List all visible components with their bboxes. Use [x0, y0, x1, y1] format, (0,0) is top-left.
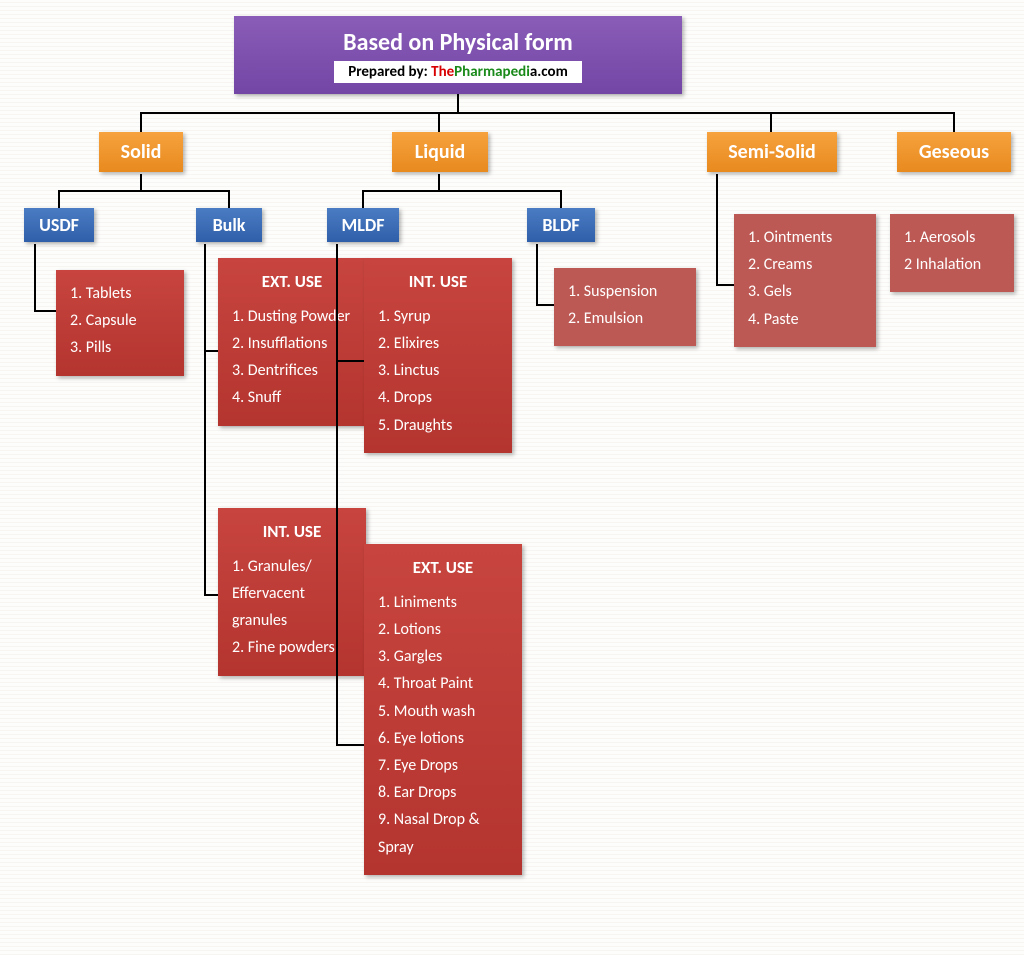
connector — [457, 94, 459, 112]
item: 9. Nasal Drop & Spray — [378, 806, 508, 860]
item: 1. Dusting Powder — [232, 303, 352, 330]
item: 2. Emulsion — [568, 305, 682, 332]
connector — [140, 112, 955, 114]
connector — [336, 360, 364, 362]
site-green: Pharmapedi — [454, 63, 530, 81]
item: 1. Suspension — [568, 278, 682, 305]
connector — [560, 190, 562, 208]
item: 6. Eye lotions — [378, 725, 508, 752]
panel-gaseous: 1. Aerosols 2 Inhalation — [890, 214, 1014, 292]
label: MLDF — [342, 214, 385, 236]
sub-mldf: MLDF — [327, 208, 399, 242]
label: Semi-Solid — [728, 140, 816, 164]
item: 4. Paste — [748, 306, 862, 333]
panel-mldf-int: INT. USE 1. Syrup 2. Elixires 3. Linctus… — [364, 258, 512, 453]
label: Bulk — [213, 214, 246, 236]
item: 5. Mouth wash — [378, 698, 508, 725]
root-node: Based on Physical form Prepared by: TheP… — [234, 16, 682, 94]
connector — [536, 304, 554, 306]
label: Geseous — [919, 140, 989, 164]
item: 3. Gargles — [378, 643, 508, 670]
item: 1. Syrup — [378, 303, 498, 330]
connector — [536, 244, 538, 304]
item: 2 Inhalation — [904, 251, 1000, 278]
item: 1. Liniments — [378, 589, 508, 616]
panel-title: INT. USE — [378, 268, 498, 297]
connector — [336, 244, 338, 744]
site-black: a.com — [530, 63, 568, 81]
panel-usdf: 1. Tablets 2. Capsule 3. Pills — [56, 270, 184, 376]
panel-title: INT. USE — [232, 518, 352, 547]
connector — [140, 174, 142, 190]
panel-bulk-int: INT. USE 1. Granules/ Effervacent granul… — [218, 508, 366, 676]
item: 1. Ointments — [748, 224, 862, 251]
item: 2. Creams — [748, 251, 862, 278]
connector — [204, 594, 218, 596]
connector — [716, 284, 734, 286]
sub-bldf: BLDF — [527, 208, 595, 242]
label: BLDF — [542, 214, 579, 236]
connector — [34, 244, 36, 310]
item: 1. Granules/ Effervacent granules — [232, 553, 352, 635]
connector — [204, 244, 206, 594]
item: 2. Lotions — [378, 616, 508, 643]
connector — [438, 174, 440, 190]
panel-bulk-ext: EXT. USE 1. Dusting Powder 2. Insufflati… — [218, 258, 366, 426]
connector — [140, 112, 142, 132]
panel-mldf-ext: EXT. USE 1. Liniments 2. Lotions 3. Garg… — [364, 544, 522, 875]
connector — [953, 112, 955, 132]
category-liquid: Liquid — [392, 132, 488, 172]
item: 4. Throat Paint — [378, 670, 508, 697]
connector — [34, 310, 56, 312]
panel-bldf: 1. Suspension 2. Emulsion — [554, 268, 696, 346]
category-semisolid: Semi-Solid — [707, 132, 837, 172]
category-solid: Solid — [99, 132, 183, 172]
label: Solid — [121, 140, 162, 164]
category-gaseous: Geseous — [897, 132, 1011, 172]
item: 1. Aerosols — [904, 224, 1000, 251]
connector — [336, 744, 364, 746]
item: 4. Snuff — [232, 384, 352, 411]
item: 5. Draughts — [378, 412, 498, 439]
panel-title: EXT. USE — [232, 268, 352, 297]
item: 7. Eye Drops — [378, 752, 508, 779]
connector — [204, 350, 218, 352]
item: 2. Fine powders — [232, 634, 352, 661]
prepared-label: Prepared by: — [348, 63, 431, 81]
connector — [716, 174, 718, 284]
connector — [770, 112, 772, 132]
root-subtitle: Prepared by: ThePharmapedia.com — [334, 61, 582, 83]
panel-title: EXT. USE — [378, 554, 508, 583]
connector — [58, 190, 230, 192]
item: 3. Linctus — [378, 357, 498, 384]
item: 1. Tablets — [70, 280, 170, 307]
label: USDF — [39, 214, 79, 236]
connector — [362, 190, 364, 208]
sub-usdf: USDF — [24, 208, 94, 242]
connector — [58, 190, 60, 208]
item: 2. Elixires — [378, 330, 498, 357]
site-red: The — [431, 63, 454, 81]
sub-bulk: Bulk — [196, 208, 262, 242]
connector — [362, 190, 562, 192]
item: 3. Dentrifices — [232, 357, 352, 384]
item: 3. Gels — [748, 278, 862, 305]
item: 2. Capsule — [70, 307, 170, 334]
item: 3. Pills — [70, 334, 170, 361]
item: 2. Insufflations — [232, 330, 352, 357]
panel-semisolid: 1. Ointments 2. Creams 3. Gels 4. Paste — [734, 214, 876, 347]
item: 8. Ear Drops — [378, 779, 508, 806]
item: 4. Drops — [378, 384, 498, 411]
connector — [228, 190, 230, 208]
connector — [438, 112, 440, 132]
label: Liquid — [415, 140, 465, 164]
root-title: Based on Physical form — [343, 28, 573, 57]
